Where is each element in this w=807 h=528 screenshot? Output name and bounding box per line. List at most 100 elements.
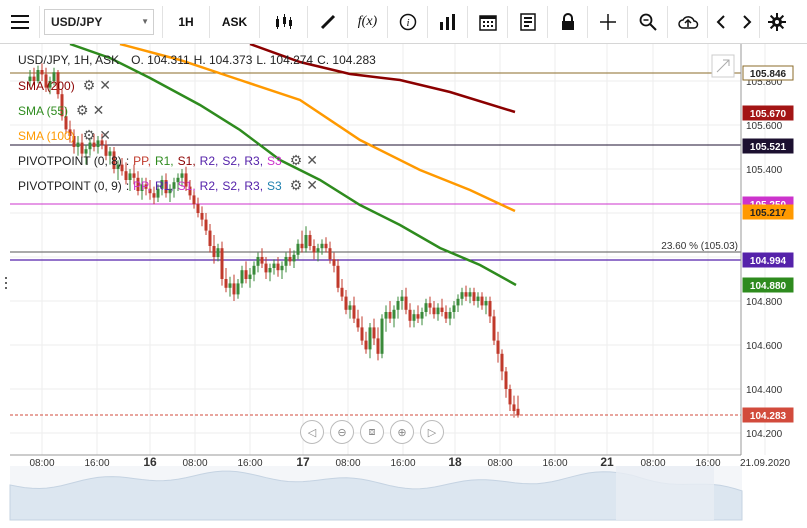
expand-icon	[716, 59, 730, 73]
menu-button[interactable]	[0, 5, 40, 38]
navigator-window[interactable]	[616, 466, 714, 520]
menu-icon	[10, 14, 29, 29]
candle	[420, 307, 424, 326]
candle	[312, 239, 316, 260]
indicator-pivot-9[interactable]: PIVOTPOINT (0, 9): PP, R1, S1, R2, S2, R…	[18, 177, 319, 193]
svg-text:104.994: 104.994	[750, 256, 787, 267]
time-tick: 16:00	[695, 458, 720, 469]
candle	[404, 287, 408, 315]
gear-icon[interactable]: ⚙	[289, 152, 303, 168]
scroll-right-button[interactable]: ▷	[420, 420, 444, 444]
candle	[368, 323, 372, 359]
zoom-in-button[interactable]: ⊕	[390, 420, 414, 444]
timeframe-button[interactable]: 1H	[162, 5, 210, 38]
gear-icon[interactable]: ⚙	[82, 127, 96, 143]
draw-button[interactable]	[308, 5, 348, 38]
candle	[256, 252, 260, 273]
candle	[396, 296, 400, 319]
close-icon[interactable]: ✕	[92, 102, 105, 118]
gear-icon[interactable]: ⚙	[82, 77, 96, 93]
chevron-right-icon: ▷	[427, 426, 437, 439]
volume-icon	[439, 13, 455, 30]
candle	[116, 160, 120, 180]
reset-button[interactable]: ⧈	[360, 420, 384, 444]
calendar-button[interactable]	[468, 5, 508, 38]
candle	[268, 263, 272, 282]
price-tick: 104.600	[746, 341, 783, 352]
candle	[448, 307, 452, 326]
zoom-button[interactable]	[628, 5, 668, 38]
scroll-left-button[interactable]: ◁	[300, 420, 324, 444]
volume-button[interactable]	[428, 5, 468, 38]
pivot-r2: R2,	[199, 153, 219, 168]
price-chart[interactable]: 105.800105.600105.400105.200105.000104.8…	[0, 44, 807, 528]
template-button[interactable]	[508, 5, 548, 38]
candle	[228, 276, 232, 297]
close-icon[interactable]: ✕	[306, 152, 319, 168]
candle	[408, 303, 412, 328]
candle	[96, 136, 100, 154]
settings-button[interactable]	[760, 6, 794, 38]
candle	[176, 173, 180, 191]
candle	[424, 298, 428, 317]
lock-button[interactable]	[548, 5, 588, 38]
candle	[380, 314, 384, 359]
prev-button[interactable]	[708, 6, 734, 38]
gear-icon[interactable]: ⚙	[289, 177, 303, 193]
ohlc-low: L. 104.274	[256, 53, 314, 67]
svg-text:104.283: 104.283	[750, 411, 787, 422]
timeframe-label: 1H	[178, 14, 194, 29]
candle	[504, 367, 508, 398]
symbol-select[interactable]: USD/JPY ▼	[44, 8, 154, 35]
candle	[84, 144, 88, 165]
chart-type-button[interactable]	[260, 5, 308, 38]
indicator-label: SMA (55)	[18, 103, 69, 118]
crosshair-button[interactable]	[588, 5, 628, 38]
candle	[456, 294, 460, 312]
candle	[40, 63, 44, 81]
candle	[132, 164, 136, 185]
candle	[152, 186, 156, 205]
candle	[148, 180, 152, 200]
time-tick: 08:00	[335, 458, 360, 469]
close-icon[interactable]: ✕	[99, 127, 111, 143]
indicator-sma200[interactable]: SMA (200) ⚙ ✕	[18, 77, 111, 94]
pivot-s2: S2,	[222, 153, 241, 168]
gear-icon[interactable]: ⚙	[76, 102, 89, 118]
candle	[48, 76, 52, 95]
pivot-s1: S1,	[177, 178, 196, 193]
svg-text:104.880: 104.880	[750, 281, 787, 292]
pivot-r1: R1,	[154, 178, 174, 193]
cloud-button[interactable]	[668, 5, 708, 38]
candle	[112, 147, 116, 174]
candle	[212, 235, 216, 264]
candle	[36, 65, 40, 84]
indicator-pivot-8[interactable]: PIVOTPOINT (0, 8): PP, R1, S1, R2, S2, R…	[18, 152, 319, 168]
candle	[252, 261, 256, 282]
drag-handle[interactable]	[5, 277, 7, 289]
info-button[interactable]: i	[388, 5, 428, 38]
candle	[56, 70, 60, 99]
close-icon[interactable]: ✕	[306, 177, 319, 193]
price-tick: 105.400	[746, 165, 783, 176]
next-button[interactable]	[734, 5, 760, 38]
candle	[340, 279, 344, 301]
indicator-sma55[interactable]: SMA (55) ⚙ ✕	[18, 102, 104, 119]
price-side-button[interactable]: ASK	[210, 5, 260, 38]
function-button[interactable]: f(x)	[348, 5, 388, 38]
expand-chart-button[interactable]	[711, 54, 735, 78]
time-tick: 08:00	[29, 458, 54, 469]
svg-text:105.521: 105.521	[750, 142, 787, 153]
time-tick: 08:00	[182, 458, 207, 469]
time-tick: 08:00	[640, 458, 665, 469]
zoom-out-button[interactable]: ⊖	[330, 420, 354, 444]
candle	[120, 158, 124, 176]
horizontal-lines	[10, 72, 741, 416]
candle	[440, 298, 444, 317]
candle	[248, 268, 252, 288]
candle	[188, 180, 192, 200]
price-tags: 105.846105.670105.521105.250105.217104.9…	[742, 65, 794, 423]
close-icon[interactable]: ✕	[99, 77, 111, 93]
candle	[428, 296, 432, 315]
indicator-sma100[interactable]: SMA (100) ⚙ ✕	[18, 127, 111, 144]
